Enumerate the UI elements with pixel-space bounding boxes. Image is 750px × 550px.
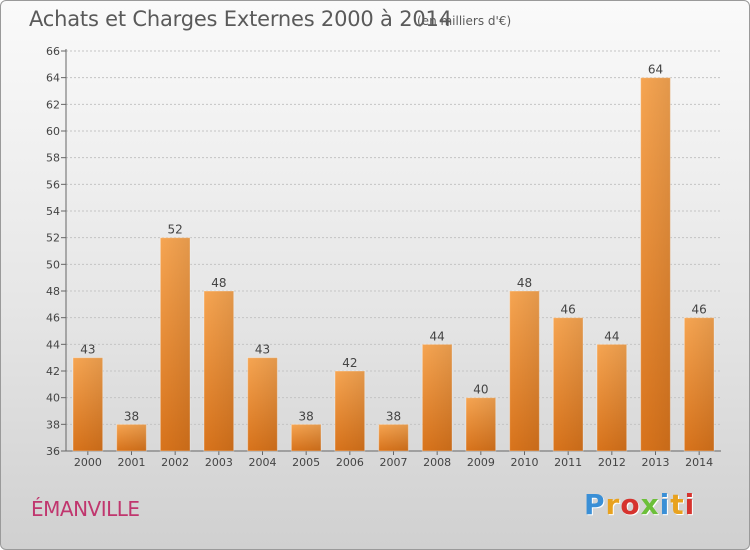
x-tick-label-2010: 2010 — [511, 456, 539, 469]
chart-subtitle: (en milliers d'€) — [417, 14, 512, 28]
y-tick-label-60: 60 — [46, 125, 60, 138]
x-tick-label-2004: 2004 — [249, 456, 277, 469]
bar-shade-2012 — [596, 344, 627, 451]
bar-shade-2003 — [203, 291, 234, 451]
bar-shade-2004 — [247, 357, 278, 451]
y-tick-label-50: 50 — [46, 258, 60, 271]
value-label-2000: 43 — [80, 343, 95, 357]
y-tick-label-62: 62 — [46, 98, 60, 111]
bar-shade-2002 — [160, 237, 191, 451]
y-tick-label-36: 36 — [46, 445, 60, 458]
y-tick-label-58: 58 — [46, 152, 60, 165]
value-label-2001: 38 — [124, 409, 139, 423]
y-tick-label-54: 54 — [46, 205, 60, 218]
logo-letter: r — [605, 488, 621, 521]
x-tick-label-2009: 2009 — [467, 456, 495, 469]
x-tick-label-2005: 2005 — [292, 456, 320, 469]
x-tick-label-2011: 2011 — [554, 456, 582, 469]
value-label-2011: 46 — [561, 303, 576, 317]
labels: 43 38 52 48 43 38 42 38 44 40 48 46 44 64 46 — [80, 63, 707, 424]
bar-shade-2005 — [291, 424, 322, 451]
y-tick-label-48: 48 — [46, 285, 60, 298]
bar-shade-2000 — [72, 357, 103, 451]
value-label-2009: 40 — [473, 383, 488, 397]
y-tick-label-38: 38 — [46, 418, 60, 431]
value-label-2013: 64 — [648, 63, 663, 77]
logo-letter: x — [640, 488, 660, 521]
y-tick-label-52: 52 — [46, 232, 60, 245]
logo-letter: o — [620, 488, 641, 521]
y-tick-label-66: 66 — [46, 45, 60, 58]
logo-letter: i — [659, 488, 671, 521]
y-tick-label-44: 44 — [46, 338, 60, 351]
bar-shade-2006 — [334, 371, 365, 451]
value-label-2005: 38 — [299, 409, 314, 423]
value-label-2014: 46 — [692, 303, 707, 317]
x-tick-label-2012: 2012 — [598, 456, 626, 469]
commune-name: ÉMANVILLE — [31, 497, 140, 521]
value-label-2010: 48 — [517, 276, 532, 290]
x-tick-label-2002: 2002 — [161, 456, 189, 469]
y-tick-label-42: 42 — [46, 365, 60, 378]
bar-shade-2008 — [422, 344, 453, 451]
value-label-2007: 38 — [386, 409, 401, 423]
bar-shade-2001 — [116, 424, 147, 451]
logo-letter: t — [670, 488, 685, 521]
bar-shade-2011 — [553, 317, 584, 451]
x-tick-label-2003: 2003 — [205, 456, 233, 469]
proxiti-logo[interactable]: Proxiti — [584, 488, 695, 521]
bar-shade-2007 — [378, 424, 409, 451]
bar-shade-2013 — [640, 77, 671, 452]
value-label-2008: 44 — [430, 329, 445, 343]
value-label-2002: 52 — [168, 223, 183, 237]
x-tick-label-2007: 2007 — [380, 456, 408, 469]
x-tick-label-2008: 2008 — [423, 456, 451, 469]
y-tick-label-64: 64 — [46, 72, 60, 85]
bars — [72, 77, 715, 452]
logo-letter: i — [684, 488, 696, 521]
value-label-2003: 48 — [211, 276, 226, 290]
logo-letter: P — [584, 488, 606, 521]
y-tick-label-46: 46 — [46, 312, 60, 325]
x-tick-label-2001: 2001 — [118, 456, 146, 469]
value-label-2006: 42 — [342, 356, 357, 370]
x-tick-label-2013: 2013 — [642, 456, 670, 469]
bar-shade-2009 — [465, 397, 496, 451]
bar-shade-2014 — [684, 317, 715, 451]
x-tick-label-2000: 2000 — [74, 456, 102, 469]
x-tick-label-2006: 2006 — [336, 456, 364, 469]
chart-title: Achats et Charges Externes 2000 à 2014 — [29, 7, 452, 31]
y-tick-label-40: 40 — [46, 392, 60, 405]
bar-shade-2010 — [509, 291, 540, 451]
value-label-2012: 44 — [604, 329, 619, 343]
x-tick-label-2014: 2014 — [685, 456, 713, 469]
value-label-2004: 43 — [255, 343, 270, 357]
y-tick-label-56: 56 — [46, 178, 60, 191]
